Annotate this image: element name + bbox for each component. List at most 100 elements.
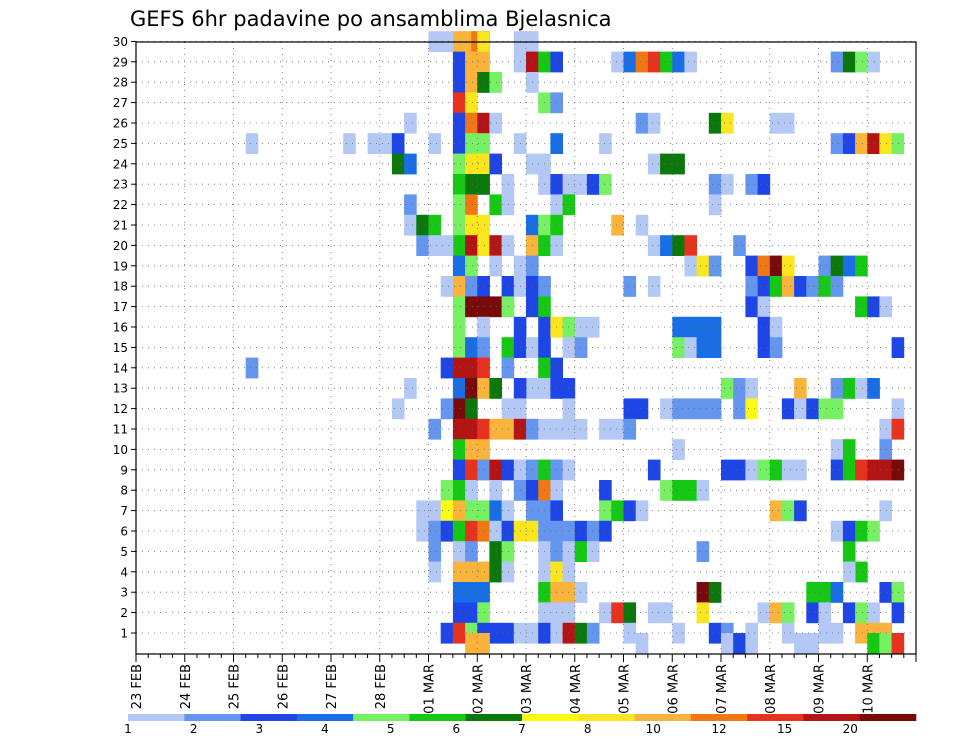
x-tick-label: 09 MAR	[813, 664, 828, 714]
heatmap-cell	[599, 133, 612, 154]
heatmap-cell	[428, 500, 442, 522]
gridlines	[135, 41, 916, 654]
heatmap-cell	[721, 378, 734, 399]
heatmap-cell	[708, 316, 722, 338]
heatmap-cell	[599, 500, 612, 522]
heatmap-cell	[672, 622, 685, 644]
heatmap-cell	[404, 112, 417, 134]
heatmap-cell	[855, 561, 868, 583]
heatmap-cell	[489, 622, 502, 644]
heatmap-cell	[696, 582, 710, 603]
heatmap-cell	[635, 500, 649, 522]
heatmap-cell	[379, 133, 393, 154]
heatmap-cell	[708, 337, 722, 358]
heatmap-cell	[489, 153, 502, 175]
heatmap-cell	[586, 316, 600, 338]
heatmap-cell	[452, 561, 466, 583]
heatmap-cell	[757, 174, 771, 195]
heatmap-cell	[465, 602, 478, 624]
heatmap-cell	[745, 459, 758, 481]
heatmap-cell	[660, 480, 673, 501]
heatmap-cell	[684, 480, 697, 501]
heatmap-cell	[660, 235, 673, 256]
heatmap-cell	[489, 541, 502, 562]
heatmap-cell	[708, 174, 722, 195]
heatmap-cell	[440, 357, 454, 379]
heatmap-cell	[501, 296, 515, 318]
heatmap-cell	[465, 500, 478, 522]
y-tick-label: 27	[113, 96, 128, 110]
heatmap-cell	[867, 296, 880, 318]
heatmap-cell	[830, 398, 844, 420]
heatmap-cell	[391, 398, 405, 420]
heatmap-cell	[452, 582, 466, 603]
legend-swatch	[240, 714, 298, 721]
heatmap-cell	[696, 255, 710, 277]
heatmap-cell	[465, 255, 478, 277]
heatmap-cell	[794, 633, 807, 654]
heatmap-cell	[818, 582, 832, 603]
heatmap-cell	[879, 418, 892, 440]
heatmap-cell	[501, 561, 515, 583]
heatmap-cell	[696, 480, 710, 501]
heatmap-cell	[733, 398, 746, 420]
heatmap-cell	[781, 398, 795, 420]
heatmap-cell	[501, 235, 515, 256]
legend-swatch	[409, 714, 466, 721]
heatmap-cell	[891, 337, 905, 358]
y-tick-label: 23	[113, 178, 128, 192]
heatmap-cell	[769, 255, 783, 277]
y-tick-label: 7	[120, 504, 128, 518]
heatmap-cell	[477, 337, 490, 358]
heatmap-cell	[733, 633, 746, 654]
heatmap-cell	[757, 337, 771, 358]
heatmap-cell	[830, 255, 844, 277]
heatmap-cell	[477, 235, 490, 256]
heatmap-cell	[477, 582, 490, 603]
heatmap-cell	[781, 459, 795, 481]
x-tick-label: 06 MAR	[666, 664, 681, 714]
heatmap-cell	[830, 582, 844, 603]
heatmap-cell	[404, 378, 417, 399]
heatmap-cell	[452, 255, 466, 277]
heatmap-cell	[452, 480, 466, 501]
heatmap-cell	[781, 112, 795, 134]
heatmap-cell	[721, 459, 734, 481]
heatmap-cell	[830, 276, 844, 297]
heatmap-cell	[647, 276, 661, 297]
heatmap-cell	[696, 541, 710, 562]
heatmap-cell	[440, 500, 454, 522]
legend-label: 7	[518, 722, 526, 736]
heatmap-cell	[452, 602, 466, 624]
heatmap-cell	[477, 500, 490, 522]
heatmap-cell	[623, 51, 637, 73]
heatmap-cell	[428, 214, 442, 236]
legend-label: 15	[777, 722, 792, 736]
y-tick-label: 13	[113, 382, 128, 396]
heatmap-cell	[684, 316, 697, 338]
heatmap-cell	[465, 296, 478, 318]
legend-swatch	[747, 714, 804, 721]
heatmap-cell	[855, 378, 868, 399]
heatmap-cell	[672, 398, 685, 420]
x-tick-label: 04 MAR	[569, 664, 584, 714]
heatmap-cell	[830, 378, 844, 399]
heatmap-cell	[867, 133, 880, 154]
heatmap-cell	[416, 500, 429, 522]
y-tick-label: 8	[120, 484, 128, 498]
x-tick-label: 07 MAR	[715, 664, 730, 714]
heatmap-cell	[391, 153, 405, 175]
heatmap-cell	[465, 72, 478, 93]
heatmap-cell	[830, 622, 844, 644]
x-tick-label: 02 MAR	[471, 664, 486, 714]
heatmap-cell	[452, 357, 466, 379]
heatmap-cell	[465, 174, 478, 195]
heatmap-cell	[855, 622, 868, 644]
heatmap-cell	[477, 561, 490, 583]
heatmap-cell	[879, 133, 892, 154]
heatmap-cell	[830, 459, 844, 481]
heatmap-cell	[404, 214, 417, 236]
heatmap-cell	[867, 633, 880, 654]
heatmap-cell	[623, 276, 637, 297]
heatmap-cell	[428, 133, 442, 154]
